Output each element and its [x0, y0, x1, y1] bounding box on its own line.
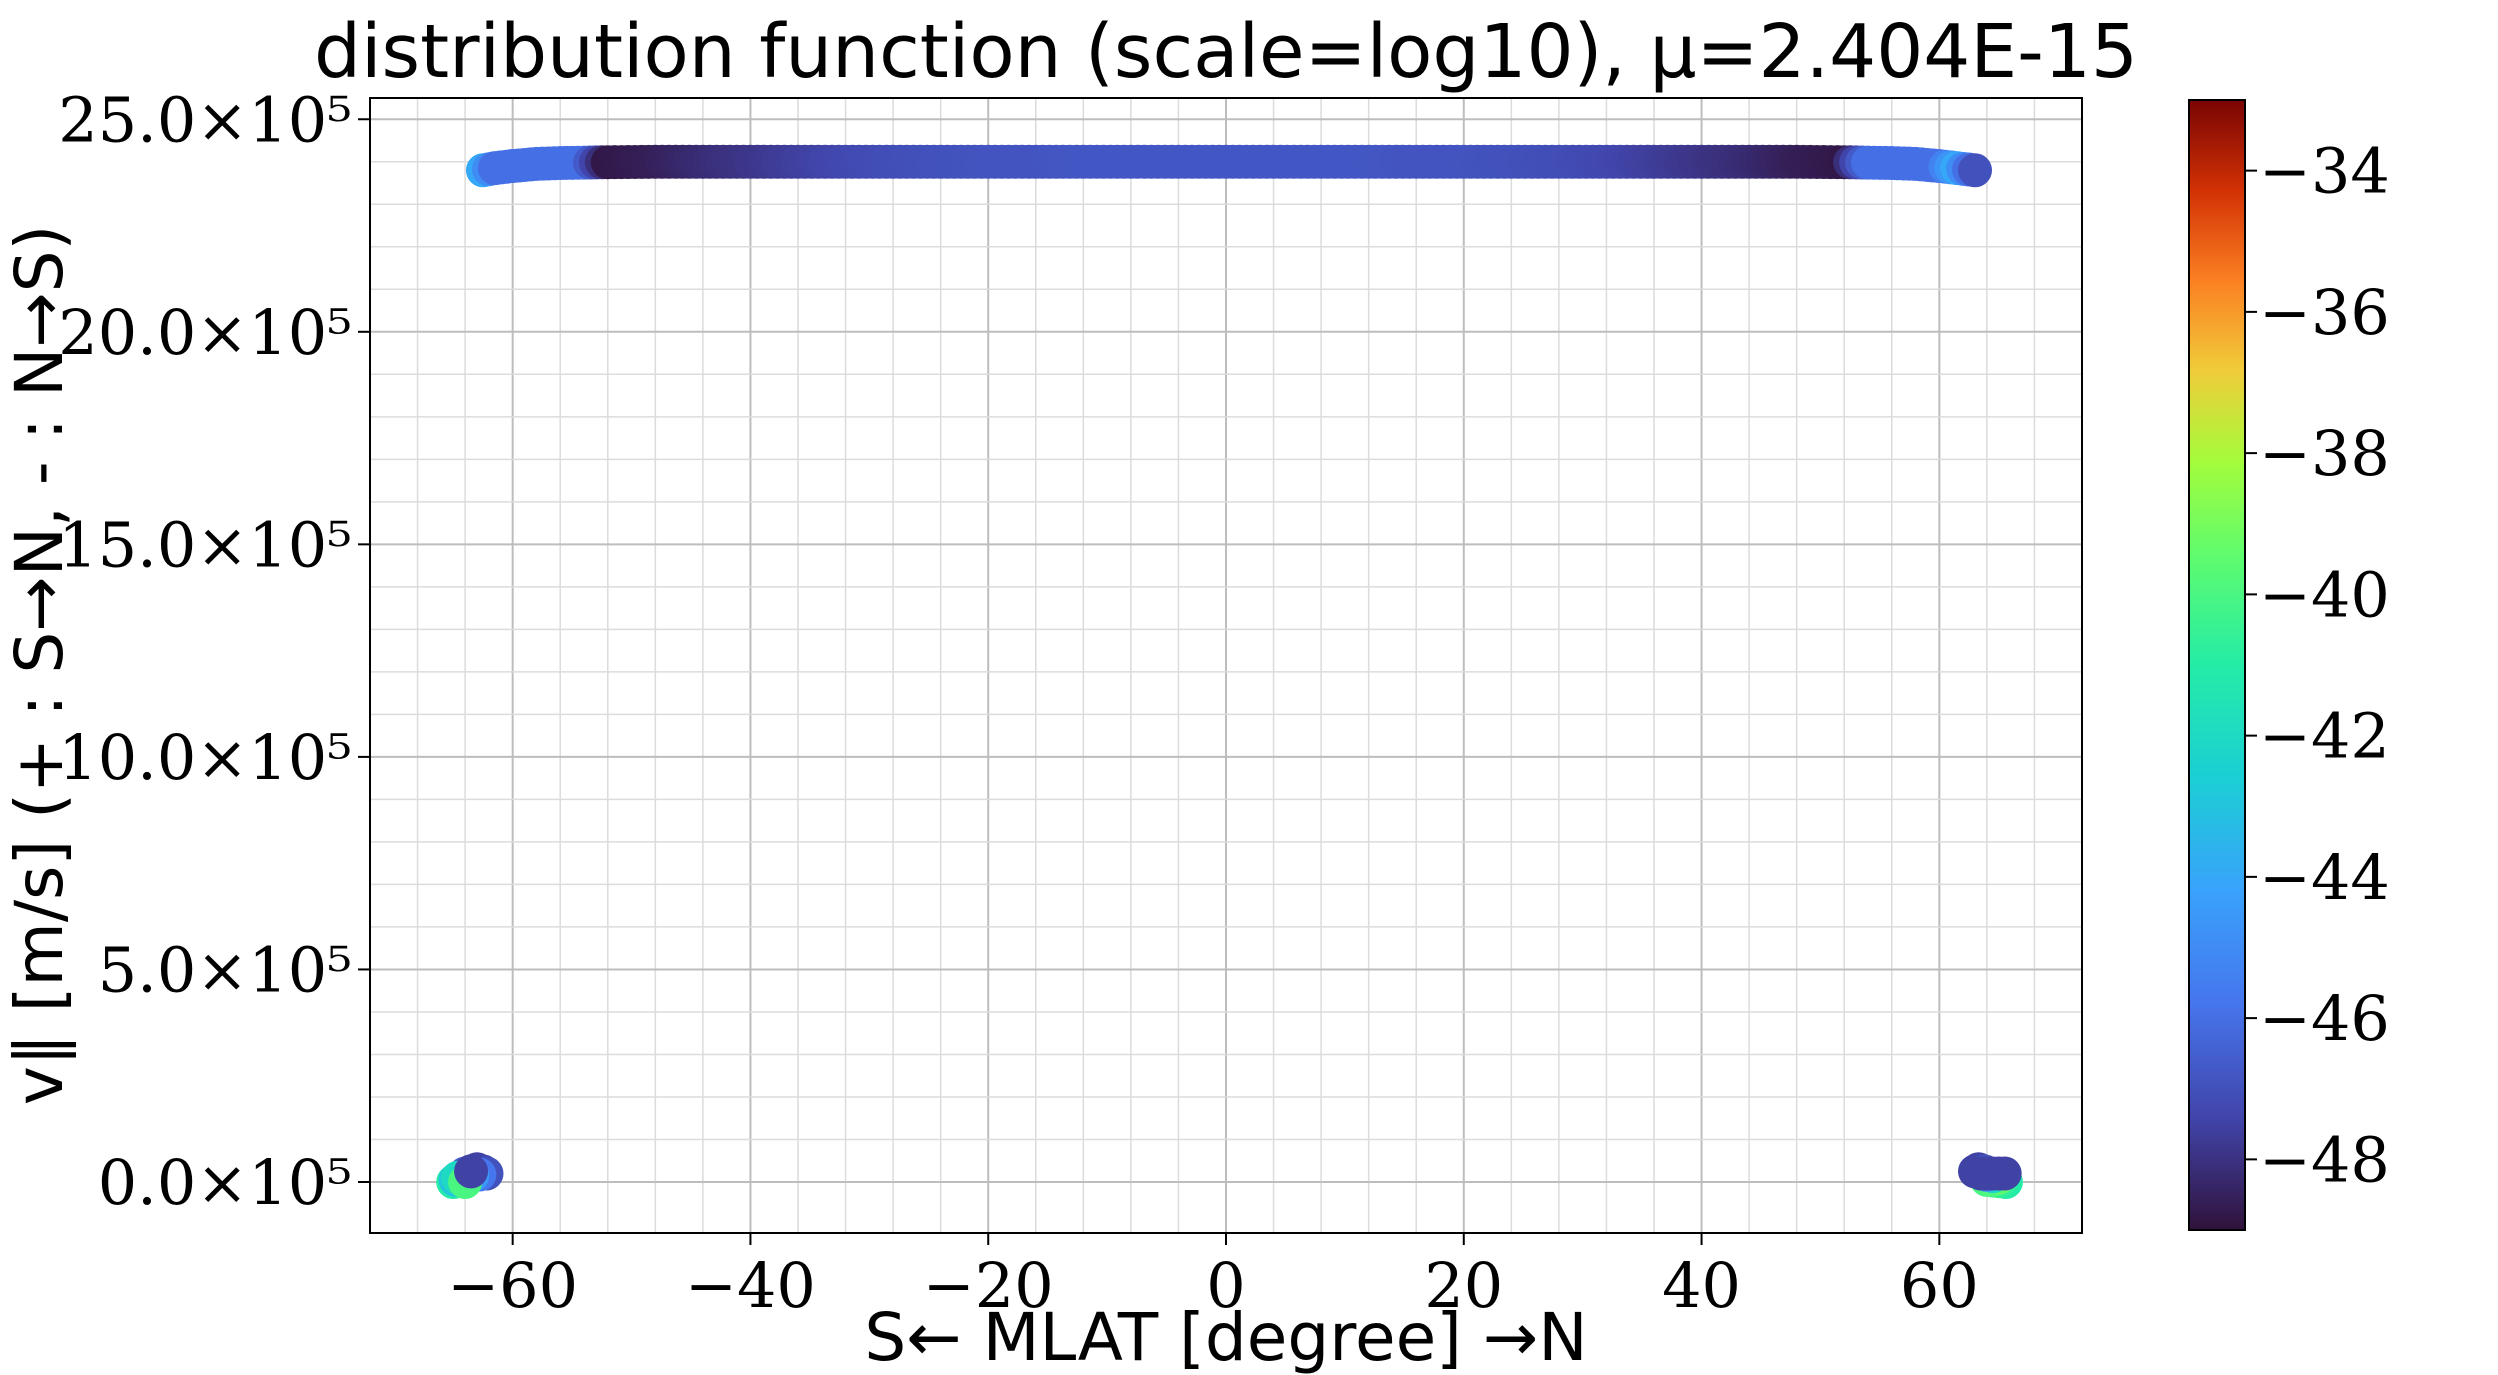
x-tick-label: −20: [923, 1249, 1054, 1322]
colorbar-tick-label: −40: [2259, 558, 2390, 631]
colorbar-ticks: −48 −46 −44 −42 −40 −38 −36 −34: [2245, 135, 2390, 1196]
scatter-points: [436, 144, 2023, 1199]
data-point: [1987, 1156, 2022, 1191]
x-tick-label: 0: [1206, 1249, 1245, 1322]
colorbar-tick-label: −48: [2259, 1123, 2390, 1196]
y-axis-label: v∥ [m/s] (+ : S→N, - : N→S): [1, 225, 78, 1106]
colorbar-tick-label: −36: [2259, 276, 2390, 349]
x-tick-label: −40: [685, 1249, 816, 1322]
data-point: [454, 1154, 489, 1189]
y-tick-label: 5.0×10⁵: [98, 933, 352, 1006]
grid: [369, 98, 2083, 1233]
colorbar-tick-label: −46: [2259, 982, 2390, 1055]
y-tick-label: 0.0×10⁵: [98, 1146, 352, 1219]
y-tick-label: 20.0×10⁵: [58, 296, 352, 369]
x-tick-label: 20: [1424, 1249, 1503, 1322]
x-axis-label: S← MLAT [degree] →N: [864, 1299, 1587, 1375]
colorbar: [2188, 99, 2246, 1231]
axis-ticks: −60 −40 −20 0 20 40 60 0.0×10⁵ 5.0×10⁵ 10.0×10⁵ 15…: [58, 83, 1979, 1322]
colorbar-tick-label: −38: [2259, 417, 2390, 490]
y-tick-label: 25.0×10⁵: [58, 83, 352, 156]
y-tick-label: 10.0×10⁵: [58, 721, 352, 794]
x-tick-label: 40: [1662, 1249, 1741, 1322]
y-tick-label: 15.0×10⁵: [58, 508, 352, 581]
data-point: [1958, 153, 1992, 188]
colorbar-tick-label: −34: [2259, 135, 2390, 208]
x-tick-label: −60: [447, 1249, 578, 1322]
x-tick-label: 60: [1900, 1249, 1979, 1322]
colorbar-tick-label: −44: [2259, 841, 2390, 914]
chart-title: distribution function (scale=log10), μ=2…: [314, 9, 2138, 95]
colorbar-tick-label: −42: [2259, 700, 2390, 773]
